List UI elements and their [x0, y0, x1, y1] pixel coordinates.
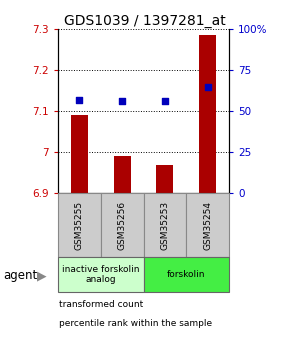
Text: GSM35255: GSM35255 — [75, 200, 84, 250]
Bar — [144, 193, 186, 257]
Text: forskolin: forskolin — [167, 270, 206, 279]
Text: GDS1039 / 1397281_at: GDS1039 / 1397281_at — [64, 14, 226, 28]
Point — [205, 84, 210, 89]
Text: GSM35253: GSM35253 — [160, 200, 169, 250]
Point — [120, 99, 124, 104]
Bar — [101, 193, 144, 257]
Bar — [114, 156, 131, 193]
Point — [77, 97, 82, 102]
Text: GSM35254: GSM35254 — [203, 200, 212, 250]
Bar — [144, 257, 229, 292]
Text: agent: agent — [3, 269, 37, 283]
Text: percentile rank within the sample: percentile rank within the sample — [59, 319, 213, 328]
Bar — [58, 257, 144, 292]
Text: ▶: ▶ — [37, 269, 47, 283]
Text: inactive forskolin
analog: inactive forskolin analog — [62, 265, 139, 284]
Bar — [186, 193, 229, 257]
Bar — [156, 165, 173, 193]
Point — [163, 99, 167, 104]
Text: transformed count: transformed count — [59, 300, 144, 309]
Text: GSM35256: GSM35256 — [118, 200, 127, 250]
Bar — [58, 193, 101, 257]
Bar — [71, 115, 88, 193]
Bar — [199, 36, 216, 193]
